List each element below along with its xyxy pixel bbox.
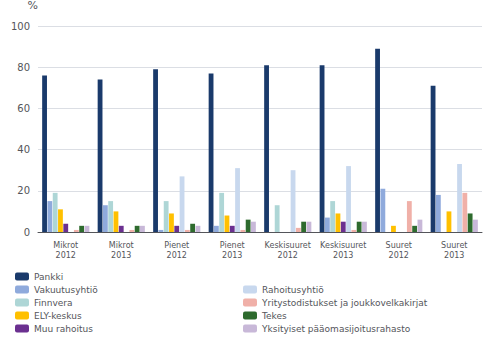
svg-text:Pienet: Pienet [164, 241, 189, 250]
svg-text:Keskisuuret: Keskisuuret [320, 241, 366, 250]
svg-text:Mikrot: Mikrot [109, 241, 134, 250]
svg-text:2012: 2012 [389, 251, 409, 260]
svg-text:0: 0 [24, 227, 30, 238]
svg-text:2012: 2012 [167, 251, 187, 260]
svg-text:2013: 2013 [111, 251, 131, 260]
svg-text:Vakuutusyhtiö: Vakuutusyhtiö [34, 285, 98, 295]
svg-text:Yksityiset pääomasijoitusrahas: Yksityiset pääomasijoitusrahasto [261, 324, 411, 334]
svg-text:ELY-keskus: ELY-keskus [34, 311, 82, 321]
svg-text:Mikrot: Mikrot [53, 241, 78, 250]
svg-text:Pankki: Pankki [34, 272, 63, 282]
svg-text:Muu rahoitus: Muu rahoitus [34, 324, 93, 334]
svg-text:80: 80 [17, 62, 30, 73]
svg-text:Suuret: Suuret [386, 241, 412, 250]
svg-text:2012: 2012 [278, 251, 298, 260]
svg-text:20: 20 [17, 185, 30, 196]
svg-text:40: 40 [17, 144, 30, 155]
svg-text:Tekes: Tekes [261, 311, 287, 321]
svg-text:Finnvera: Finnvera [34, 298, 73, 308]
svg-text:2012: 2012 [56, 251, 76, 260]
svg-text:%: % [28, 0, 38, 12]
svg-text:60: 60 [17, 103, 30, 114]
svg-text:100: 100 [11, 21, 30, 32]
svg-text:Rahoitusyhtiö: Rahoitusyhtiö [262, 285, 324, 295]
svg-text:2013: 2013 [333, 251, 353, 260]
svg-text:Keskisuuret: Keskisuuret [265, 241, 311, 250]
svg-text:2013: 2013 [222, 251, 242, 260]
svg-text:Suuret: Suuret [441, 241, 467, 250]
svg-text:2013: 2013 [444, 251, 464, 260]
svg-text:Yritystodistukset ja joukkovel: Yritystodistukset ja joukkovelkakirjat [261, 298, 428, 308]
svg-text:Pienet: Pienet [220, 241, 245, 250]
